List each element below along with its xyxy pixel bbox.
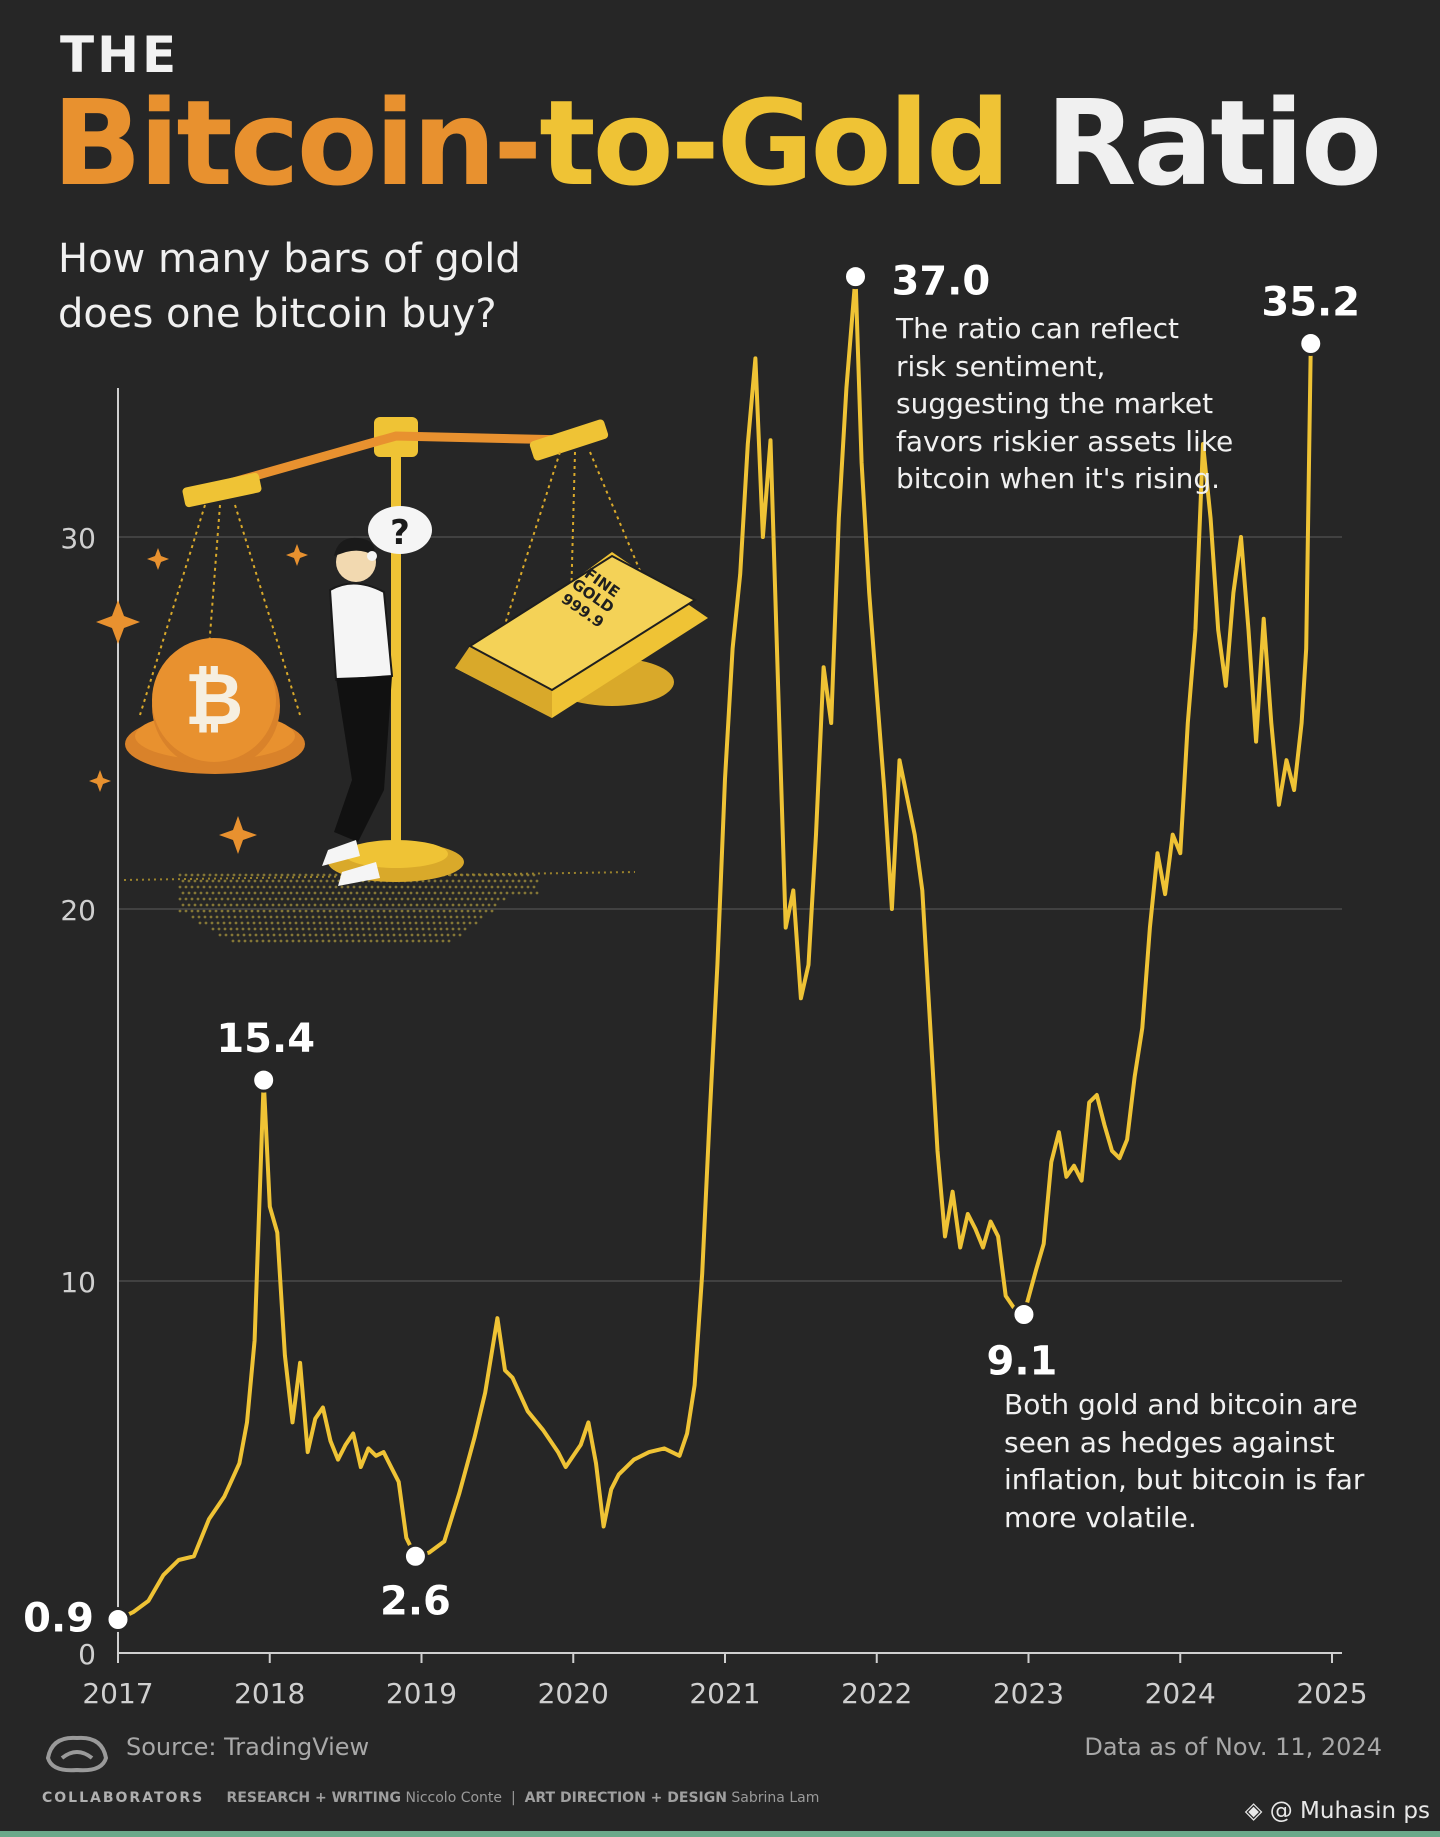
data-date-note: Data as of Nov. 11, 2024 [1084,1733,1382,1761]
page-title: Bitcoin-to-Gold Ratio [52,84,1382,202]
highlight-point [843,264,869,290]
balance-scale-illustration: ₿ FINE GOLD 999.9 [89,417,708,886]
x-tick-label: 2025 [1296,1677,1367,1710]
collaborators-logo-icon [45,1735,109,1773]
person-illustration [322,537,394,886]
watermark-diamond-icon: ◈ [1244,1798,1263,1824]
sparkle-icon [89,770,111,792]
credits-design-name: Sabrina Lam [731,1790,820,1806]
sparkle-icons [89,544,308,854]
annotation-low: Both gold and bitcoin are seen as hedges… [1004,1388,1365,1534]
x-tick-label: 2022 [841,1677,912,1710]
sparkle-icon [286,544,308,566]
title-prefix: THE [60,26,180,84]
watermark-text: @ Muhasin ps [1269,1798,1430,1824]
y-tick-label: 20 [60,894,96,927]
highlight-point [402,1543,428,1569]
credits-design-label: ART DIRECTION + DESIGN [524,1790,727,1806]
y-tick-label: 30 [60,522,96,555]
credits-separator: | [510,1790,516,1806]
title-dash: - [493,74,542,212]
x-tick-label: 2017 [82,1677,153,1710]
credits-collaborators-label: COLLABORATORS [42,1790,205,1806]
title-word-bitcoin: Bitcoin [52,74,496,212]
credits-research-name: Niccolo Conte [405,1790,503,1806]
x-tick-label: 2020 [538,1677,609,1710]
floor-dots-decoration [123,871,636,943]
credits: COLLABORATORS RESEARCH + WRITING Niccolo… [42,1790,819,1806]
highlight-value-label: 0.9 [23,1596,94,1642]
x-tick-label: 2024 [1145,1677,1216,1710]
highlight-value-label: 35.2 [1261,280,1360,326]
x-tick-label: 2023 [993,1677,1064,1710]
y-tick-label: 10 [60,1266,96,1299]
credits-research-label: RESEARCH + WRITING [226,1790,402,1806]
x-tick-label: 2021 [689,1677,760,1710]
scale-beam [196,431,571,497]
sparkle-icon [219,816,257,854]
highlight-point [1011,1301,1037,1327]
highlight-value-label: 37.0 [892,259,991,305]
watermark: ◈ @ Muhasin ps [1245,1798,1430,1824]
sparkle-icon [147,548,169,570]
y-tick-label: 0 [78,1638,96,1671]
scale-pole [391,430,401,855]
x-tick-label: 2018 [234,1677,305,1710]
chart-subtitle: How many bars of gold does one bitcoin b… [58,236,521,337]
highlight-point [105,1607,131,1633]
highlight-point [1298,331,1324,357]
highlight-value-label: 9.1 [987,1338,1058,1384]
sparkle-icon [96,600,140,644]
x-tick-label: 2019 [386,1677,457,1710]
svg-text:₿: ₿ [185,657,244,741]
highlight-value-label: 15.4 [216,1016,315,1062]
highlight-point [251,1067,277,1093]
source-note: Source: TradingView [126,1733,370,1761]
highlight-value-label: 2.6 [380,1578,451,1624]
ratio-series-line [116,274,1313,1622]
title-word-ratio: Ratio [1045,74,1382,212]
annotation-peak: The ratio can reflect risk sentiment, su… [896,312,1234,495]
thought-bubble: ? [367,506,432,561]
question-mark-icon: ? [390,513,410,553]
bottom-accent-bar [0,1831,1440,1837]
title-word-to-gold: to-Gold [539,74,1010,212]
